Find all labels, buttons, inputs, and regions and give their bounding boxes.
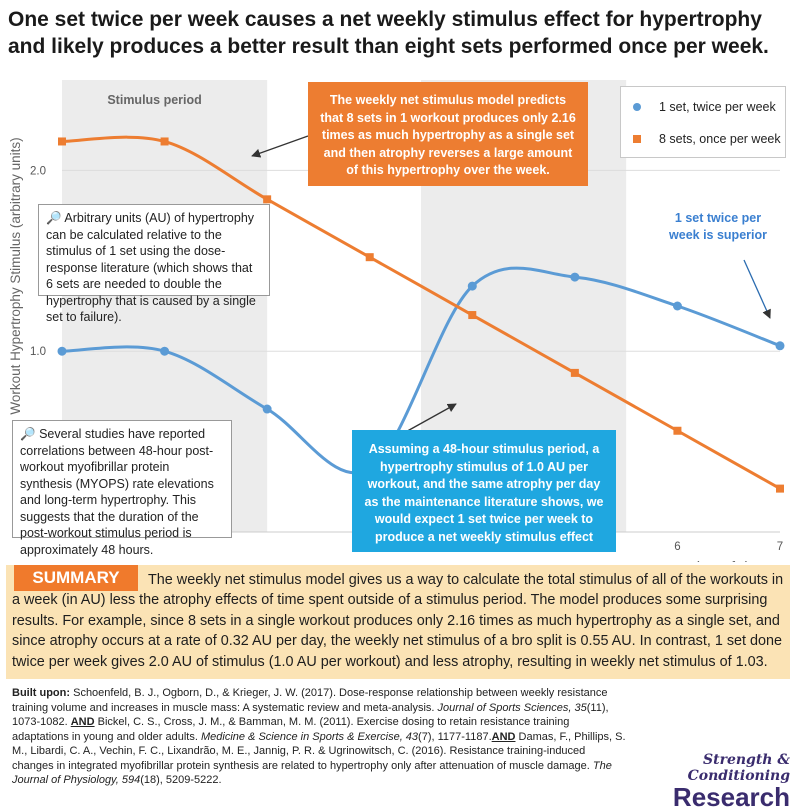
note-studies-text: Several studies have reported correlatio…	[20, 427, 214, 557]
logo-line1: Strength & Conditioning	[687, 752, 790, 784]
series-0-point-0	[57, 346, 67, 356]
series-1-point-0	[58, 137, 66, 146]
annotation-superior-1: week is superior	[668, 228, 767, 242]
references-heading: Built upon:	[12, 687, 71, 699]
summary-badge: SUMMARY	[14, 565, 138, 591]
y-axis-label: Workout Hypertrophy Stimulus (arbitrary …	[8, 137, 23, 414]
arrow-blue-callout	[401, 403, 457, 435]
ref2-volume: , 43	[399, 730, 419, 743]
xtick-label-2: 7	[777, 541, 783, 553]
logo-line2: Research	[672, 782, 790, 812]
chart-series	[57, 135, 785, 493]
series-0-point-4	[467, 281, 477, 291]
ref3-volume: , 594	[115, 774, 141, 786]
ytick-label-0: 1.0	[30, 346, 46, 358]
note-arbitrary-units-text: Arbitrary units (AU) of hypertrophy can …	[46, 211, 256, 324]
ref2-journal: Medicine & Science in Sports & Exercise	[200, 730, 400, 743]
band-label-stimulus: Stimulus period	[107, 93, 201, 107]
series-1-point-4	[468, 311, 477, 320]
chart-labels: Stimulus periodAtrophyperiod1.02.0367Num…	[8, 93, 783, 562]
series-line-1	[61, 135, 781, 490]
legend-label-8sets: 8 sets, once per week	[659, 132, 781, 146]
series-0-point-6	[672, 301, 682, 311]
xtick-label-1: 6	[674, 541, 680, 553]
series-1-point-7	[776, 484, 784, 493]
magnifier-icon: 🔎	[46, 211, 62, 225]
chart-legend: 1 set, twice per week 8 sets, once per w…	[620, 86, 786, 158]
ref3-pages: (18), 5209-5222.	[140, 774, 222, 786]
ref2-text: Bickel, C. S., Cross, J. M., & Bamman, M…	[12, 716, 570, 743]
ref-and-2: AND	[491, 730, 516, 743]
blue-callout: Assuming a 48-hour stimulus period, a hy…	[352, 430, 616, 552]
note-arbitrary-units: 🔎 Arbitrary units (AU) of hypertrophy ca…	[38, 204, 270, 324]
series-0-point-2	[262, 404, 272, 414]
series-line-0	[61, 266, 781, 475]
legend-swatch-blue	[633, 103, 641, 111]
references: Built upon: Schoenfeld, B. J., Ogborn, D…	[12, 686, 628, 788]
logo: Strength & Conditioning Research	[620, 752, 790, 810]
legend-label-1set: 1 set, twice per week	[659, 100, 776, 114]
series-1-point-3	[365, 253, 374, 262]
ytick-label-1: 2.0	[30, 165, 46, 177]
series-0-point-5	[570, 272, 580, 282]
series-0-point-7	[775, 341, 785, 351]
arrow-orange-callout	[251, 135, 309, 158]
x-axis-label: Number of days	[665, 559, 771, 562]
series-1-point-5	[570, 368, 579, 377]
page-title: One set twice per week causes a net week…	[8, 8, 769, 58]
summary-text: The weekly net stimulus model gives us a…	[12, 572, 784, 670]
series-1-point-2	[263, 195, 272, 204]
series-1-point-6	[673, 426, 682, 435]
note-studies: 🔎 Several studies have reported correlat…	[12, 420, 232, 557]
ref3-journal: The Journal of Physiology	[12, 759, 612, 787]
arrow-superior	[743, 259, 771, 319]
ref1-pages: (11), 1073-1082.	[12, 701, 609, 729]
legend-swatch-orange	[633, 135, 641, 143]
ref-and-1: AND	[70, 716, 95, 728]
orange-callout: The weekly net stimulus model predicts t…	[308, 82, 588, 186]
ref2-pages: (7), 1177-1187.	[418, 730, 492, 743]
series-0-point-1	[160, 346, 170, 356]
ref1-volume: , 35	[568, 701, 587, 714]
series-1-point-1	[160, 137, 169, 146]
ref1-journal: Journal of Sports Sciences	[437, 701, 569, 714]
magnifier-icon: 🔎	[20, 427, 36, 441]
ref3-text: Damas, F., Phillips, S. M., Libardi, C. …	[12, 730, 626, 772]
annotation-superior-0: 1 set twice per	[675, 211, 761, 225]
chart-arrows	[251, 135, 771, 435]
ref1-text: Schoenfeld, B. J., Ogborn, D., & Krieger…	[12, 687, 608, 714]
